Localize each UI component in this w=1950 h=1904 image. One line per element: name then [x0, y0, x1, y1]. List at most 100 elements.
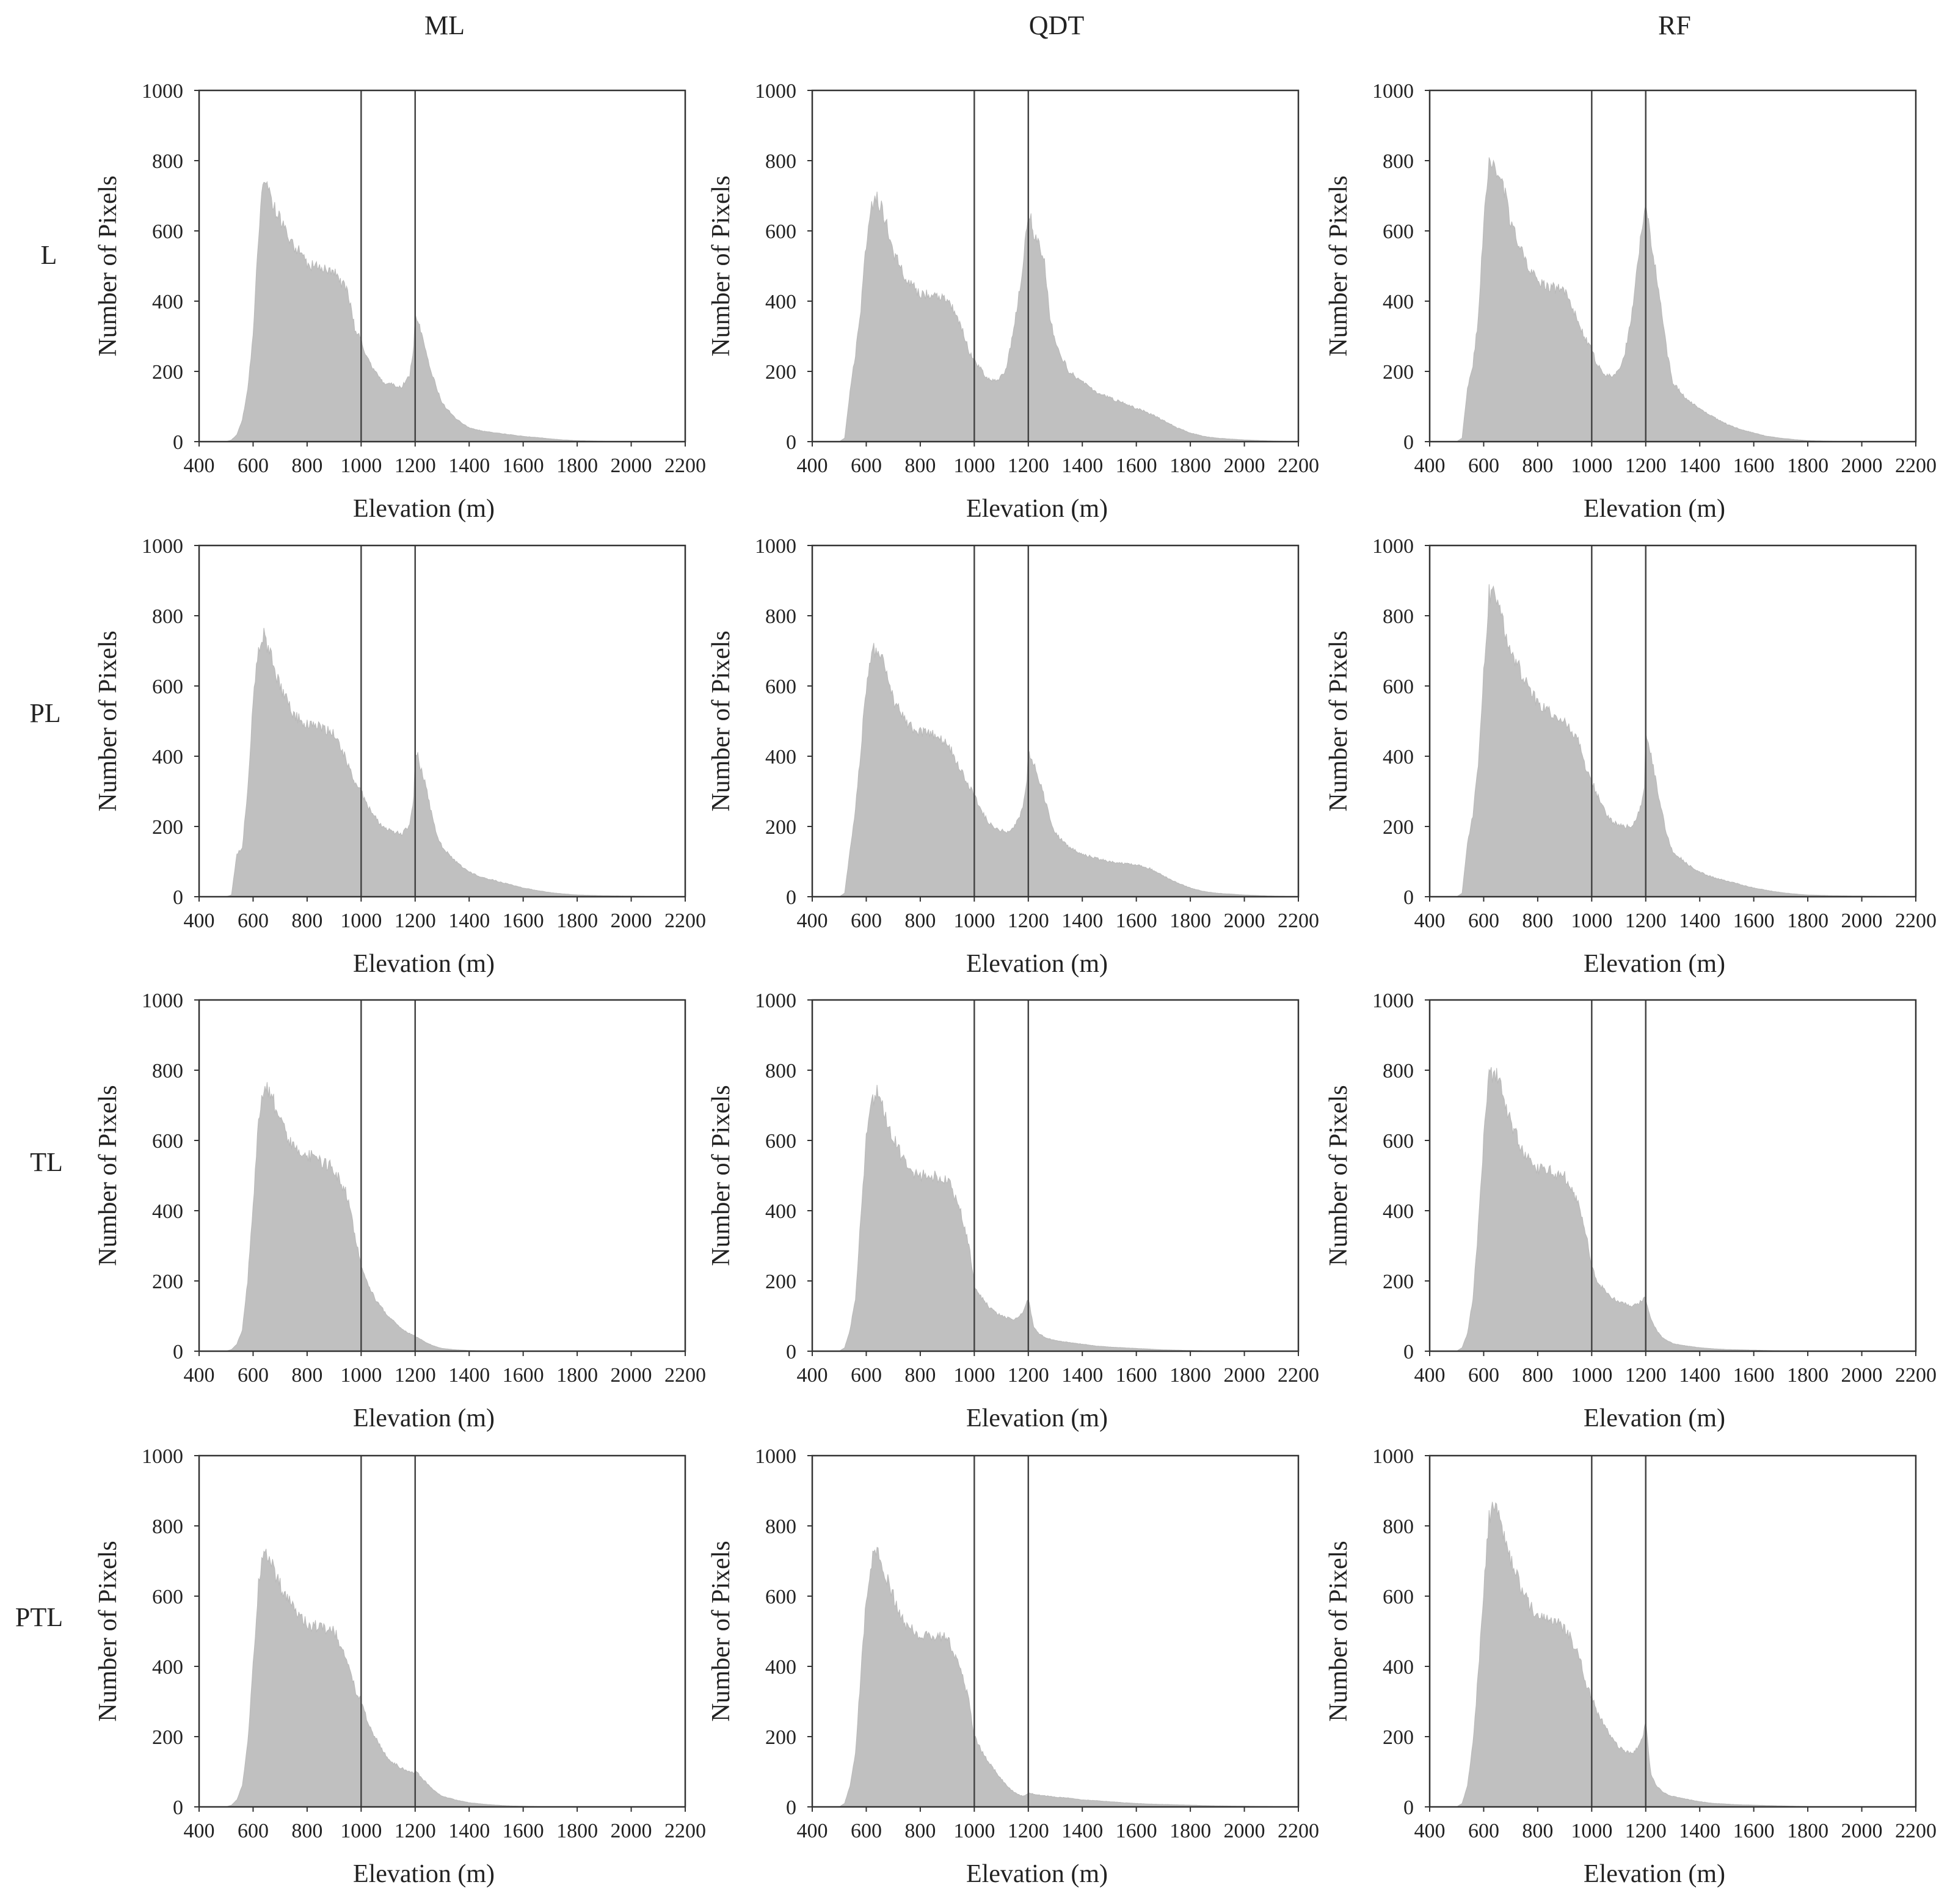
y-tick-label: 200 [1383, 1271, 1414, 1293]
x-tick-label: 1200 [395, 1820, 436, 1842]
x-tick-label: 2200 [1895, 1820, 1937, 1842]
y-tick-label: 400 [765, 746, 796, 768]
x-tick-label: 1200 [1625, 1820, 1667, 1842]
x-tick-label: 1400 [1679, 1820, 1720, 1842]
histogram-area-pl-qdt [838, 643, 1298, 897]
x-tick-label: 600 [851, 454, 882, 477]
histogram-area-ptl-rf [1455, 1501, 1916, 1807]
y-tick-label: 0 [173, 886, 183, 909]
y-tick-label: 1000 [142, 990, 183, 1012]
y-tick-label: 600 [765, 1130, 796, 1153]
y-tick-label: 600 [1383, 1130, 1414, 1153]
x-tick-label: 1400 [448, 910, 490, 932]
x-tick-label: 2200 [1895, 910, 1937, 932]
histogram-area-ptl-ml [226, 1548, 685, 1807]
y-tick-label: 1000 [755, 80, 796, 103]
x-tick-label: 1200 [395, 1364, 436, 1387]
y-tick-label: 600 [765, 221, 796, 243]
plot-frame [811, 999, 1300, 1352]
x-tick-label: 400 [797, 1820, 828, 1842]
x-tick-label: 400 [184, 1820, 215, 1842]
x-tick-label: 1000 [340, 1820, 382, 1842]
panel-tl-ml: 0 200 400 600 800 1000 400 600 800 1000 1200 1400 16… [94, 990, 706, 1432]
x-axis-label: Elevation (m) [1584, 495, 1725, 523]
x-tick-label: 2200 [664, 1364, 706, 1387]
panel-tl-qdt: 0 200 400 600 800 1000 400 600 800 1000 1200 1400 16… [707, 990, 1319, 1432]
x-tick-label: 1000 [953, 1364, 995, 1387]
x-tick-label: 1400 [448, 1364, 490, 1387]
x-tick-label: 2000 [1841, 910, 1883, 932]
y-tick-label: 1000 [755, 990, 796, 1012]
x-tick-label: 2200 [1278, 1364, 1319, 1387]
y-tick-label: 400 [152, 291, 183, 313]
x-tick-label: 1600 [503, 910, 544, 932]
y-tick-label: 400 [152, 746, 183, 768]
x-tick-label: 1600 [503, 454, 544, 477]
x-tick-label: 1000 [1571, 910, 1612, 932]
x-tick-label: 800 [904, 1820, 936, 1842]
y-tick-label: 800 [765, 605, 796, 628]
y-tick-label: 1000 [142, 80, 183, 103]
x-tick-label: 1800 [556, 910, 598, 932]
y-tick-label: 200 [1383, 1726, 1414, 1749]
x-tick-label: 800 [291, 1820, 322, 1842]
x-tick-label: 2000 [1224, 1364, 1265, 1387]
x-tick-label: 1800 [1170, 1364, 1211, 1387]
x-tick-label: 400 [184, 1364, 215, 1387]
y-tick-label: 0 [173, 431, 183, 454]
x-tick-label: 1800 [556, 454, 598, 477]
histogram-area-l-ml [226, 181, 685, 442]
x-tick-label: 1000 [1571, 1364, 1612, 1387]
y-tick-label: 200 [1383, 816, 1414, 839]
y-tick-label: 600 [1383, 1586, 1414, 1608]
x-tick-label: 2200 [664, 1820, 706, 1842]
panel-tl-rf: 0 200 400 600 800 1000 400 600 800 1000 1200 1400 16… [1325, 990, 1937, 1432]
x-tick-label: 1400 [1061, 1364, 1103, 1387]
y-tick-label: 0 [1403, 431, 1414, 454]
x-tick-label: 1800 [1170, 1820, 1211, 1842]
x-tick-label: 1000 [953, 910, 995, 932]
y-tick-label: 200 [765, 816, 796, 839]
x-axis-label: Elevation (m) [1584, 1860, 1725, 1888]
plot-frame [198, 89, 686, 443]
x-axis-label: Elevation (m) [1584, 1404, 1725, 1432]
x-tick-label: 2200 [1278, 910, 1319, 932]
x-tick-label: 1600 [1116, 910, 1157, 932]
row-label-pl: PL [29, 698, 60, 728]
y-axis-label: Number of Pixels [1325, 175, 1353, 356]
y-tick-label: 200 [1383, 361, 1414, 384]
x-tick-label: 600 [851, 910, 882, 932]
y-tick-label: 200 [765, 361, 796, 384]
y-tick-label: 800 [1383, 1516, 1414, 1538]
plot-frame [1428, 544, 1917, 898]
y-tick-label: 1000 [755, 535, 796, 558]
y-tick-label: 0 [1403, 1341, 1414, 1363]
y-axis-label: Number of Pixels [1325, 1085, 1353, 1266]
histogram-area-tl-qdt [838, 1084, 1298, 1352]
x-tick-label: 1800 [1787, 910, 1828, 932]
x-tick-label: 400 [184, 454, 215, 477]
x-tick-label: 1200 [1008, 910, 1049, 932]
x-tick-label: 800 [291, 910, 322, 932]
x-tick-label: 1000 [340, 1364, 382, 1387]
x-tick-label: 1200 [395, 910, 436, 932]
y-tick-label: 800 [1383, 150, 1414, 173]
x-axis-label: Elevation (m) [353, 495, 495, 523]
x-tick-label: 800 [1522, 1820, 1553, 1842]
y-tick-label: 600 [152, 676, 183, 698]
x-tick-label: 1800 [1787, 454, 1828, 477]
y-tick-label: 600 [1383, 221, 1414, 243]
x-tick-label: 600 [238, 1364, 269, 1387]
histogram-area-pl-ml [226, 627, 685, 897]
x-tick-label: 600 [851, 1820, 882, 1842]
y-tick-label: 0 [1403, 886, 1414, 909]
x-tick-label: 1600 [1733, 910, 1775, 932]
column-title-ml: ML [424, 10, 465, 40]
y-tick-label: 400 [1383, 1656, 1414, 1679]
x-tick-label: 600 [1468, 1364, 1499, 1387]
y-tick-label: 800 [152, 1516, 183, 1538]
histogram-area-l-rf [1455, 157, 1916, 442]
y-tick-label: 800 [765, 1060, 796, 1082]
x-tick-label: 400 [1414, 910, 1446, 932]
y-axis-label: Number of Pixels [94, 1085, 122, 1266]
